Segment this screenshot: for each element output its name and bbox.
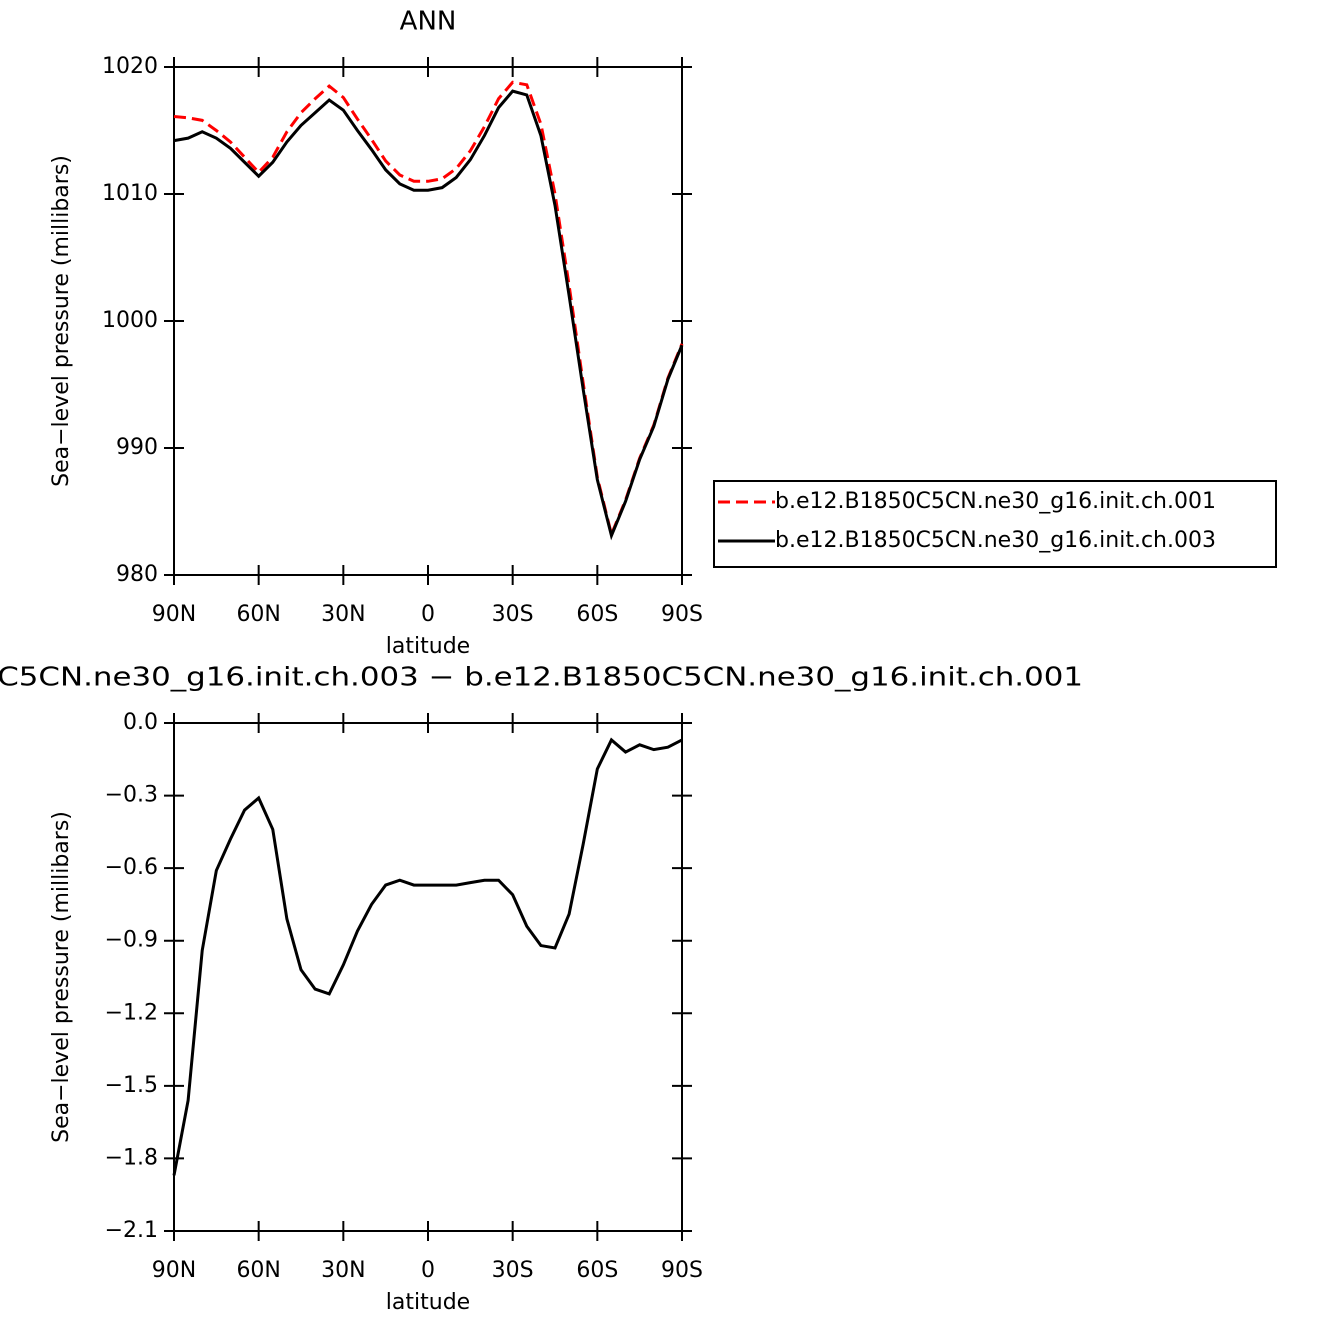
y-axis-label: Sea−level pressure (millibars)	[49, 155, 74, 487]
x-tick-label: 90S	[661, 602, 703, 627]
x-axis-label: latitude	[386, 634, 470, 659]
y-tick-label: 990	[116, 435, 158, 460]
y-tick-label: 1000	[102, 308, 158, 333]
legend-label: b.e12.B1850C5CN.ne30_g16.init.ch.003	[775, 528, 1216, 553]
data-line	[172, 737, 683, 1176]
x-tick-label: 90N	[152, 602, 196, 627]
y-tick-label: −0.6	[105, 855, 158, 880]
y-tick-label: −1.2	[105, 1000, 158, 1025]
y-tick-label: 980	[116, 562, 158, 587]
x-tick-label: 90N	[152, 1258, 196, 1283]
legend-label: b.e12.B1850C5CN.ne30_g16.init.ch.001	[775, 489, 1216, 514]
y-tick-label: 1020	[102, 54, 158, 79]
x-tick-label: 60S	[576, 1258, 618, 1283]
y-tick-label: −2.1	[105, 1218, 158, 1243]
y-tick-label: −0.3	[105, 783, 158, 808]
chart-title: b.e12.B1850C5CN.ne30_g16.init.ch.003 − b…	[0, 663, 1083, 693]
x-tick-label: 30S	[492, 602, 534, 627]
plot-frame	[173, 66, 683, 576]
plot-frame	[173, 722, 683, 1232]
y-tick-label: 1010	[102, 181, 158, 206]
y-tick-label: 0.0	[123, 710, 158, 735]
x-tick-label: 30N	[321, 1258, 365, 1283]
x-tick-label: 60N	[236, 602, 280, 627]
x-tick-label: 60S	[576, 602, 618, 627]
y-tick-label: −1.8	[105, 1145, 158, 1170]
data-line	[173, 80, 684, 540]
x-tick-label: 60N	[236, 1258, 280, 1283]
x-tick-label: 90S	[661, 1258, 703, 1283]
y-tick-label: −1.5	[105, 1073, 158, 1098]
y-tick-label: −0.9	[105, 928, 158, 953]
y-axis-label: Sea−level pressure (millibars)	[49, 811, 74, 1143]
data-line	[173, 89, 684, 541]
x-tick-label: 30N	[321, 602, 365, 627]
x-axis-label: latitude	[386, 1290, 470, 1315]
x-tick-label: 0	[421, 1258, 435, 1283]
x-tick-label: 30S	[492, 1258, 534, 1283]
x-tick-label: 0	[421, 602, 435, 627]
chart-title: ANN	[400, 7, 457, 37]
legend-box	[713, 480, 1277, 568]
